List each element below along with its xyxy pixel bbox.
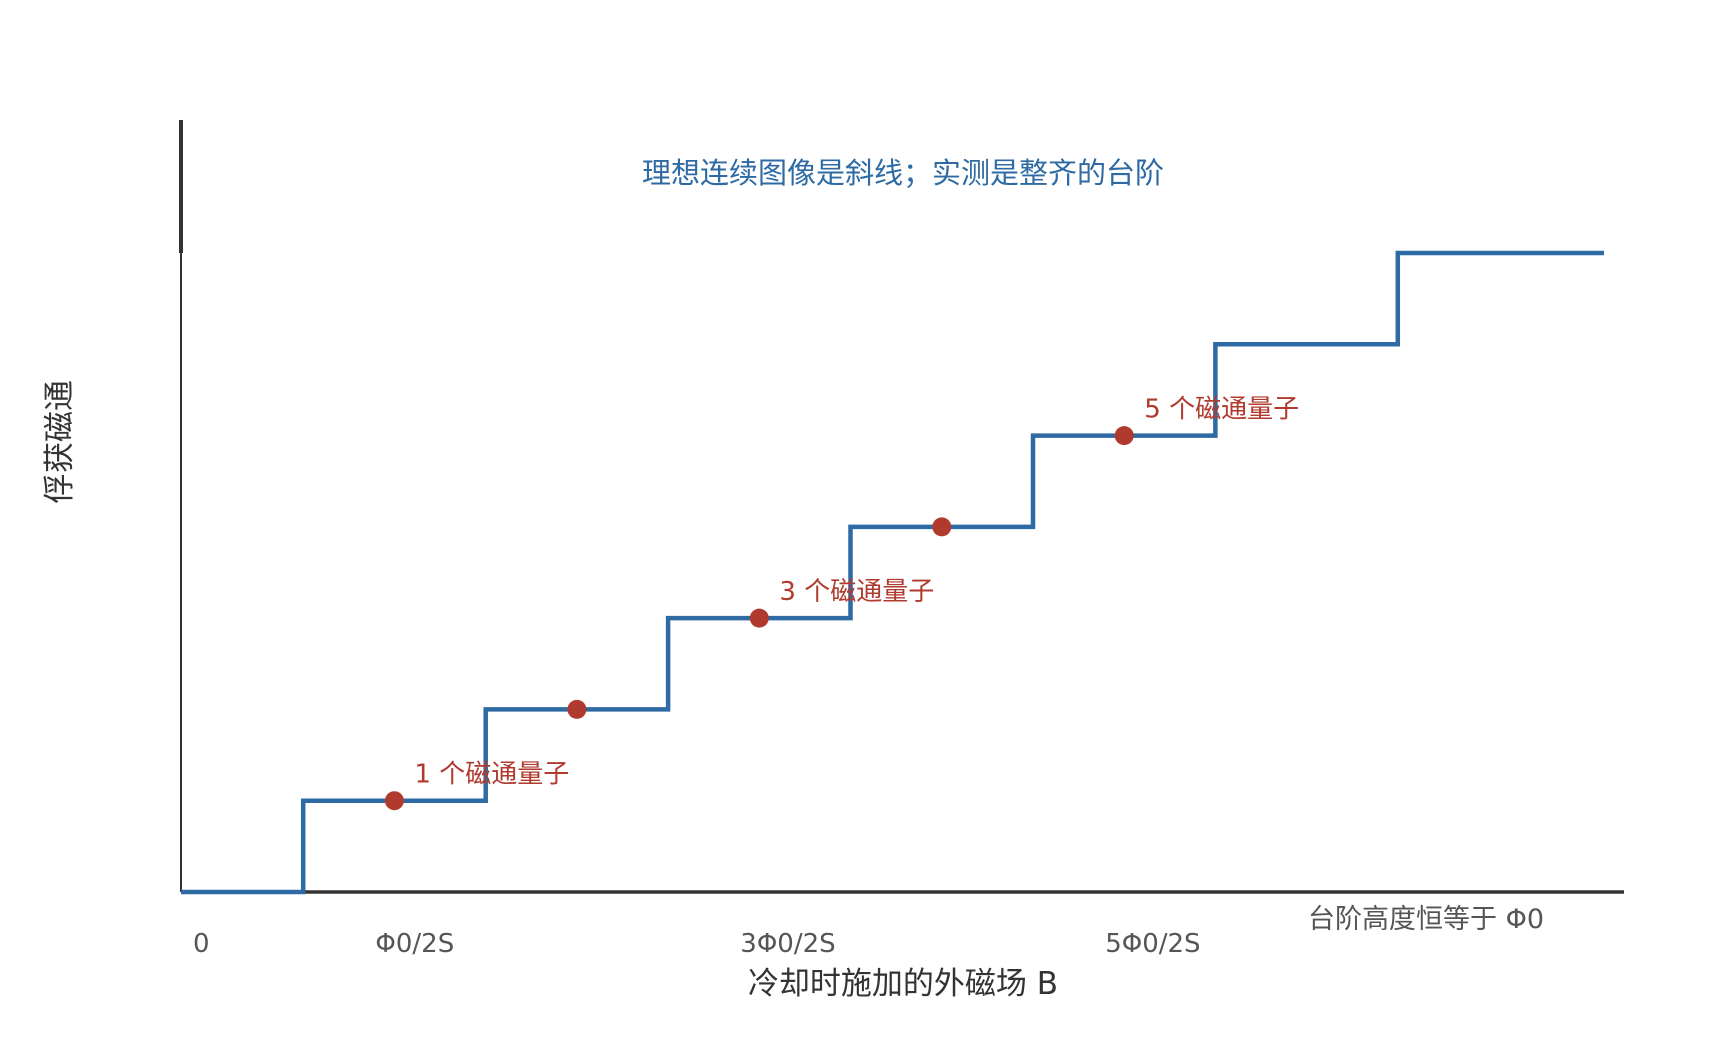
data-point-1	[384, 791, 404, 811]
x-tick-labels: 0 Φ0/2S 3Φ0/2S 5Φ0/2S	[193, 929, 1201, 959]
x-tick-label-1: 0	[193, 929, 210, 959]
x-tick-label-2: Φ0/2S	[375, 929, 454, 959]
step-height-note: 台阶高度恒等于 Φ0	[1308, 904, 1544, 935]
x-tick-label-4: 5Φ0/2S	[1105, 929, 1200, 959]
chart-title: 理想连续图像是斜线；实测是整齐的台阶	[642, 156, 1164, 190]
annotation-label-2: 3 个磁通量子	[779, 577, 934, 607]
points-group	[384, 426, 1134, 811]
x-axis-title: 冷却时施加的外磁场 B	[748, 966, 1058, 1002]
annotation-label-1: 1 个磁通量子	[415, 760, 570, 790]
x-tick-label-3: 3Φ0/2S	[740, 929, 835, 959]
data-point-3	[749, 608, 769, 628]
y-axis-title: 俘获磁通	[42, 380, 78, 504]
annotation-label-3: 5 个磁通量子	[1144, 394, 1299, 424]
annotations-group: 1 个磁通量子 3 个磁通量子 5 个磁通量子	[415, 394, 1300, 789]
data-point-2	[567, 699, 587, 719]
data-point-5	[1114, 426, 1134, 446]
data-point-4	[932, 517, 952, 537]
